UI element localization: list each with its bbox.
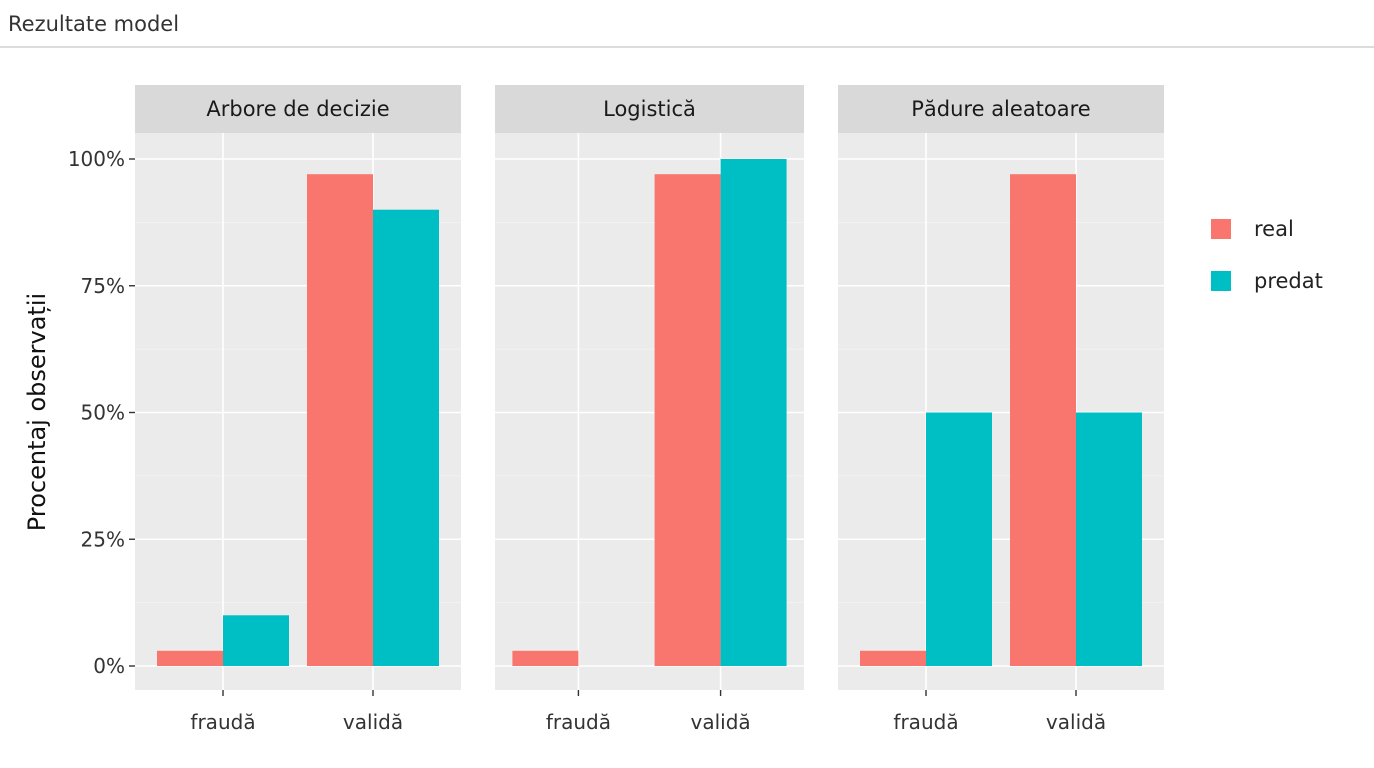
legend-label-predat: predat [1254,269,1323,293]
bar-real [860,650,926,666]
x-tick-label: fraudă [546,710,611,734]
window-titlebar: Rezultate model [0,0,1374,48]
bar-real [157,650,223,666]
bar-predat [720,159,787,666]
x-tick-label: validă [691,710,751,734]
facet-title: Arbore de decizie [206,97,389,121]
facet-strip [495,85,804,133]
bar-predat [223,615,289,666]
x-tick-label: fraudă [190,710,255,734]
bar-real [1010,174,1076,666]
x-tick-label: validă [343,710,403,734]
bar-real [512,650,579,666]
facet-title: Logistică [603,97,696,121]
y-axis-title: Procentaj observații [23,293,51,531]
bar-real [654,174,721,666]
y-tick-label: 75% [81,274,125,298]
y-tick-label: 0% [93,654,125,678]
legend-swatch-real [1211,219,1231,239]
y-tick-label: 50% [81,401,125,425]
y-tick-label: 100% [68,147,125,171]
bar-predat [373,209,439,666]
window-title: Rezultate model [8,12,180,36]
bar-real [307,174,373,666]
x-tick-label: fraudă [893,710,958,734]
legend-label-real: real [1254,217,1294,241]
x-tick-label: validă [1046,710,1106,734]
facet-strip [838,85,1164,133]
y-tick-label: 25% [81,527,125,551]
facet-strip [135,85,461,133]
legend-swatch-predat [1211,271,1231,291]
bar-predat [1076,412,1142,666]
facet-title: Pădure aleatoare [911,97,1090,121]
bar-predat [926,412,992,666]
